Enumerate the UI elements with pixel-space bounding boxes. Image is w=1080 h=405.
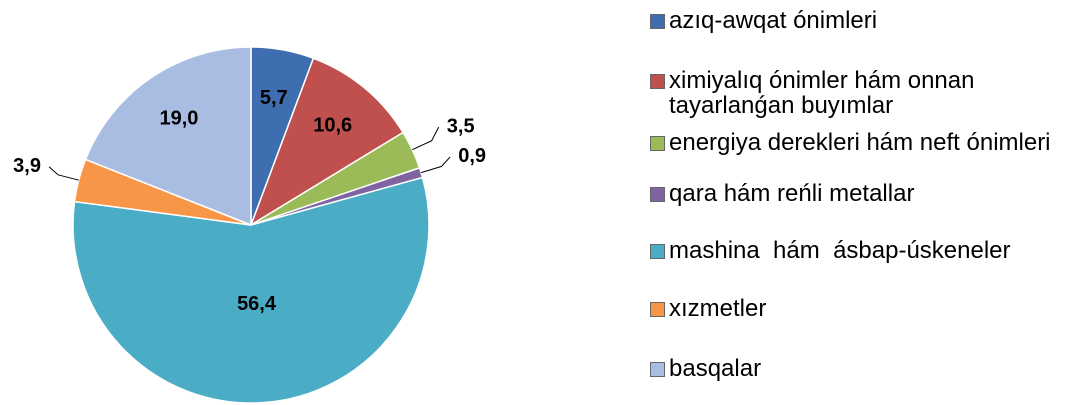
data-label: 5,7 (260, 87, 288, 109)
leader-line (420, 156, 451, 174)
legend-label: mashina hám ásbap-úskeneler (669, 237, 1011, 264)
legend-swatch (650, 14, 665, 29)
legend-swatch (650, 136, 665, 151)
legend-label: energiya derekleri hám neft ónimleri (669, 129, 1051, 156)
legend-label: ximiyalıq ónimler hám onnan tayarlanǵan … (669, 67, 982, 119)
data-label: 0,9 (458, 145, 486, 167)
pie-slice (249, 57, 405, 227)
legend-label: basqalar (669, 355, 762, 382)
legend: azıq-awqat ónimleri ximiyalıq ónimler hám… (650, 0, 1075, 405)
data-label: 19,0 (159, 107, 198, 129)
pie-slice (84, 46, 252, 227)
data-label: 10,6 (313, 115, 352, 137)
legend-swatch (650, 187, 665, 202)
data-label: 56,4 (237, 293, 277, 315)
legend-item: basqalar (650, 356, 1075, 381)
legend-swatch (650, 302, 665, 317)
legend-label: xızmetler (669, 295, 767, 322)
legend-item: energiya derekleri hám neft ónimleri (650, 130, 1075, 155)
legend-item: mashina hám ásbap-úskeneler (650, 238, 1075, 263)
legend-swatch (650, 362, 665, 377)
leader-line (412, 126, 440, 151)
legend-swatch (650, 74, 665, 89)
chart: 5,7 10,6 3,5 0,9 56,4 3,9 19,0 (13, 46, 486, 404)
data-label: 3,5 (447, 115, 475, 137)
legend-item: azıq-awqat ónimleri (650, 8, 1075, 33)
legend-swatch (650, 244, 665, 259)
legend-item: qara hám reńli metallar (650, 181, 1075, 206)
leader-line (48, 166, 79, 181)
legend-label: azıq-awqat ónimleri (669, 7, 878, 34)
legend-label: qara hám reńli metallar (669, 180, 915, 207)
legend-item: xızmetler (650, 296, 1075, 321)
legend-item: ximiyalıq ónimler hám onnan tayarlanǵan … (650, 68, 1075, 118)
pie-slice (72, 176, 430, 404)
data-label: 3,9 (13, 155, 41, 177)
